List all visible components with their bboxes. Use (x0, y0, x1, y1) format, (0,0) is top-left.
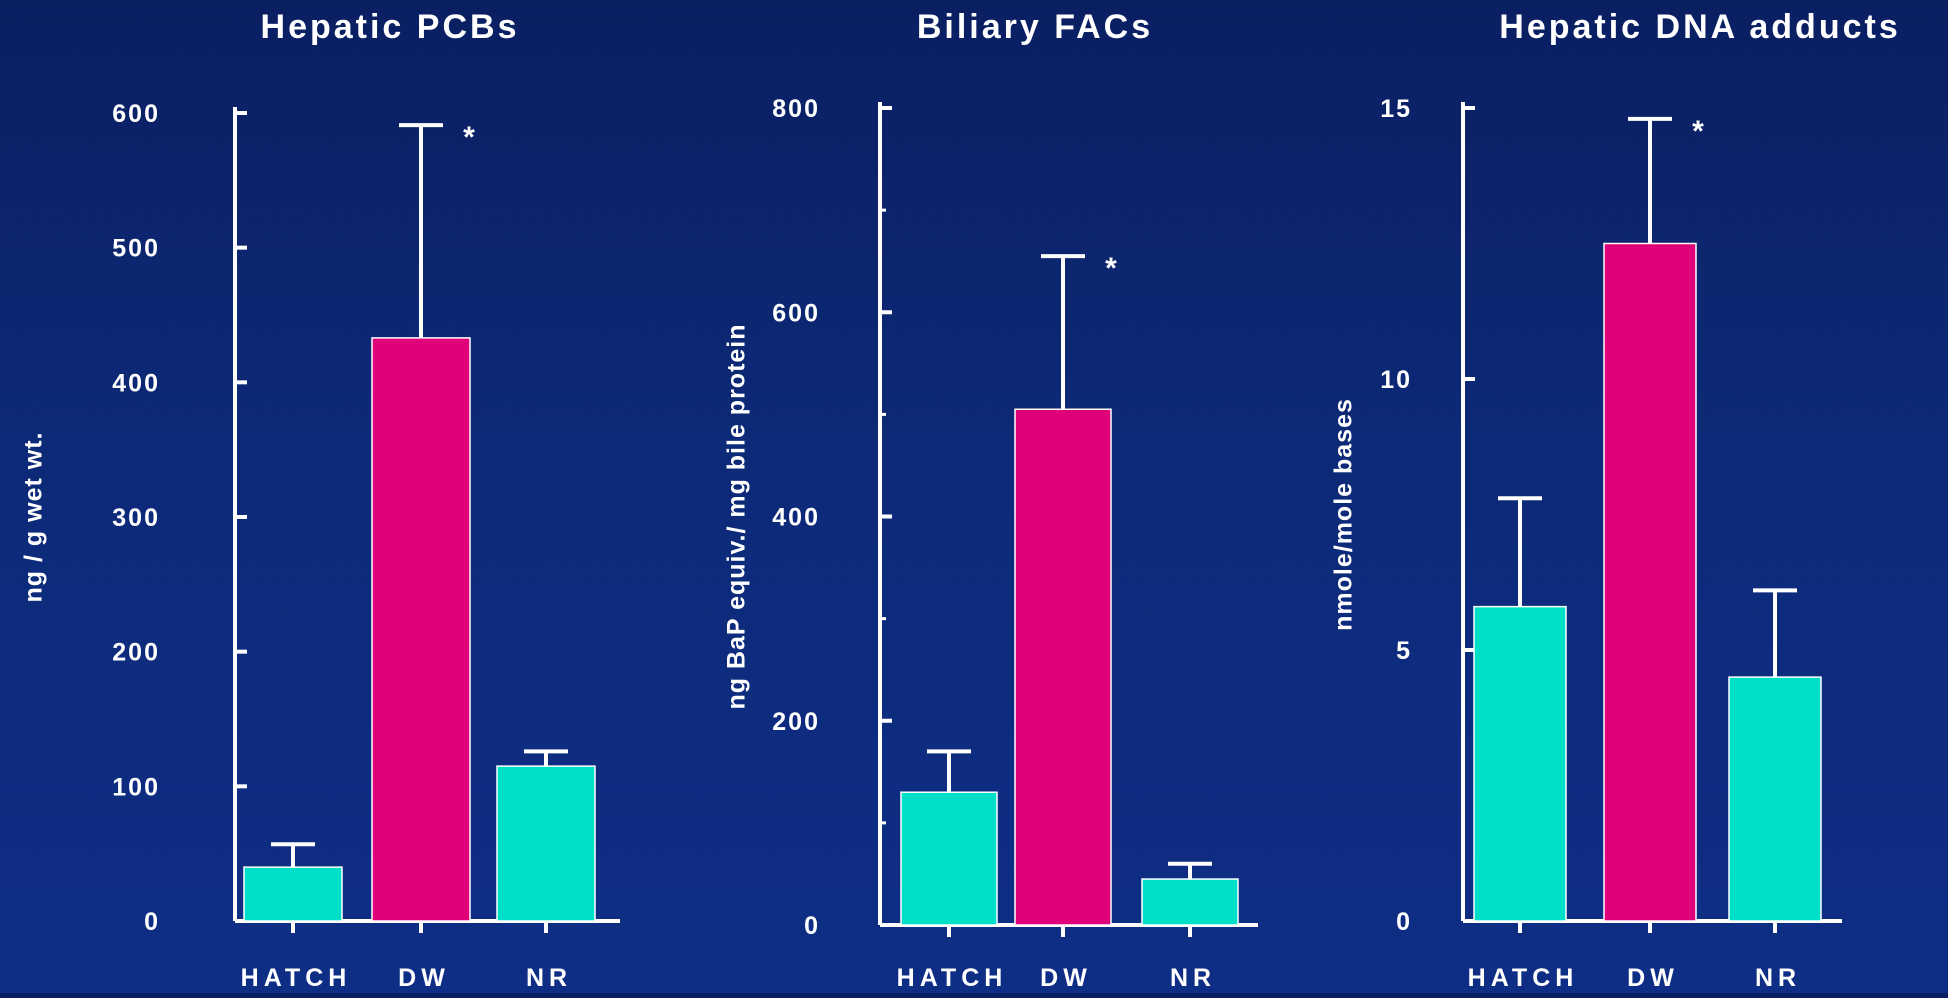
bar-hatch (243, 866, 343, 922)
significance-marker: * (463, 121, 475, 154)
significance-marker: * (1105, 252, 1117, 285)
x-category-label: NR (1755, 964, 1801, 992)
y-tick-label: 0 (804, 912, 820, 940)
panel-biliary-facs: Biliary FACs ng BaP equiv./ mg bile prote… (723, 8, 1258, 992)
y-tick-label: 300 (112, 504, 160, 532)
y-tick-label: 10 (1380, 366, 1412, 394)
y-tick-label: 200 (112, 639, 160, 667)
y-tick-label: 100 (112, 773, 160, 801)
x-category-label: HATCH (897, 964, 1008, 992)
bar-nr (1728, 676, 1822, 922)
bar-hatch (900, 791, 998, 926)
y-axis-label: ng BaP equiv./ mg bile protein (723, 323, 751, 709)
y-tick-label: 600 (112, 100, 160, 128)
panel-hepatic-dna-adducts: Hepatic DNA adducts nmole/mole bases 0 5 10 1… (1330, 8, 1900, 992)
x-category-label: HATCH (241, 964, 352, 992)
y-tick-label: 15 (1380, 95, 1412, 123)
y-tick-label: 500 (112, 235, 160, 263)
y-tick-label: 400 (112, 369, 160, 397)
x-category-label: DW (1040, 964, 1092, 992)
y-axis-label: nmole/mole bases (1330, 398, 1358, 631)
bar-dw (371, 337, 471, 922)
y-tick-label: 200 (772, 708, 820, 736)
bar-dw (1014, 408, 1112, 926)
bar-dw (1603, 242, 1697, 922)
bar-nr (496, 765, 596, 922)
significance-marker: * (1692, 115, 1704, 148)
bar-nr (1141, 878, 1239, 926)
y-tick-label: 800 (772, 95, 820, 123)
chart-title: Hepatic PCBs (261, 8, 520, 46)
y-tick-label: 600 (772, 299, 820, 327)
y-tick-label: 5 (1396, 637, 1412, 665)
chart-title: Biliary FACs (917, 8, 1153, 46)
x-category-label: DW (1627, 964, 1679, 992)
y-tick-label: 0 (144, 908, 160, 936)
y-axis-label: ng / g wet wt. (20, 432, 48, 603)
x-category-label: HATCH (1468, 964, 1579, 992)
panel-hepatic-pcbs: Hepatic PCBs ng / g wet wt. 0 100 200 300 400 5… (20, 8, 620, 992)
x-category-label: NR (1170, 964, 1216, 992)
x-category-label: DW (398, 964, 450, 992)
bar-hatch (1473, 605, 1567, 922)
x-category-label: NR (526, 964, 572, 992)
y-tick-label: 400 (772, 504, 820, 532)
y-tick-label: 0 (1396, 908, 1412, 936)
chart-title: Hepatic DNA adducts (1499, 8, 1900, 46)
